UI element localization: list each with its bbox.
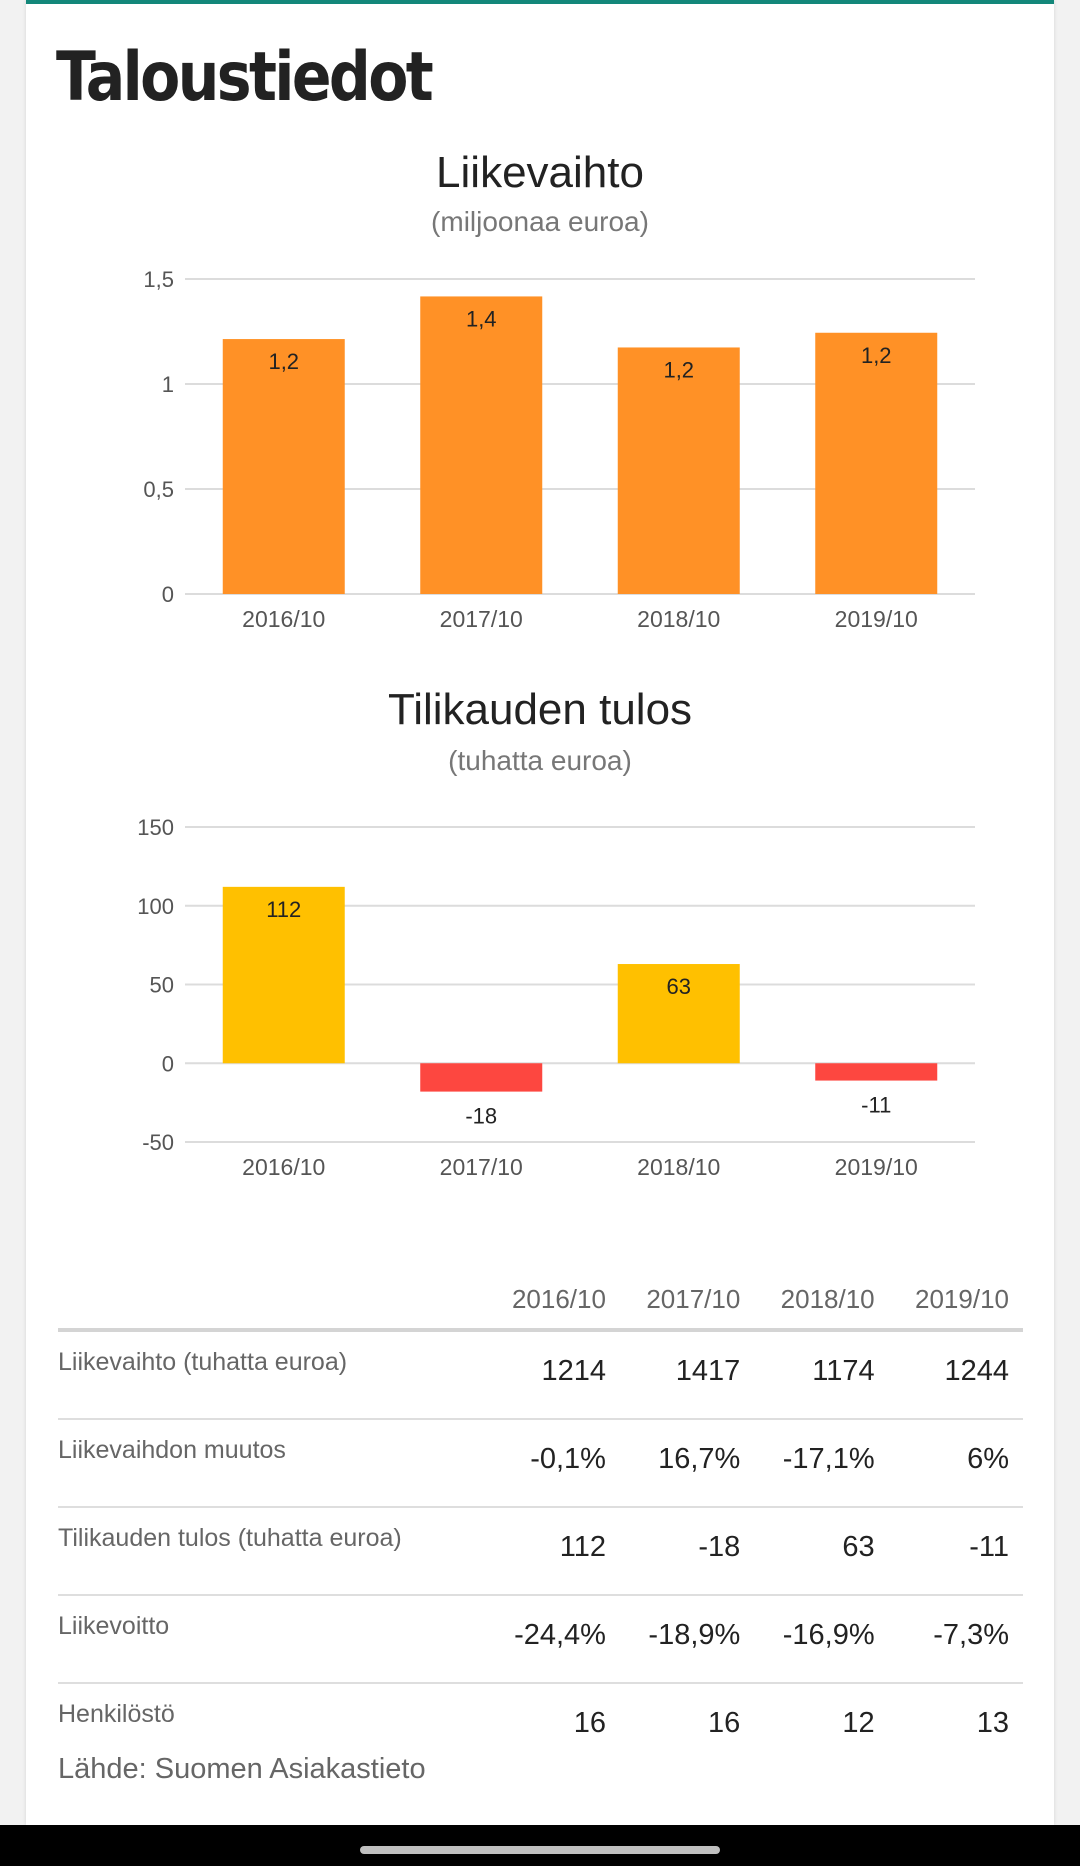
x-axis: 2016/10 2017/10 2018/10 2019/10	[242, 1154, 918, 1180]
data-label: -11	[861, 1093, 891, 1118]
table-cell: 1417	[619, 1330, 755, 1420]
row-label: Liikevoitto	[58, 1595, 486, 1684]
table-row: Henkilöstö 16 16 12 13	[58, 1683, 1023, 1770]
row-label: Liikevaihto (tuhatta euroa)	[58, 1330, 486, 1420]
x-tick-label: 2017/10	[440, 1154, 523, 1180]
y-tick-label: 0	[162, 1051, 174, 1076]
bar	[815, 332, 938, 594]
table-corner	[58, 1270, 486, 1332]
x-tick-label: 2019/10	[835, 1154, 918, 1180]
data-label: 1,4	[466, 306, 497, 331]
bar	[420, 1063, 543, 1092]
y-axis: -50 0 50 100 150	[137, 815, 174, 1155]
data-label: 63	[667, 974, 691, 999]
table-cell: 1214	[485, 1330, 620, 1420]
table-cell: 16	[708, 1706, 741, 1739]
table-row: Liikevoitto -24,4% -18,9% -16,9% -7,3%	[58, 1595, 1023, 1684]
table-row: Liikevaihto (tuhatta euroa) 1214 1417 11…	[58, 1330, 1023, 1420]
column-header: 2016/10	[485, 1270, 620, 1332]
data-label: 112	[266, 897, 301, 922]
x-tick-label: 2019/10	[835, 606, 918, 632]
y-tick-label: 0	[162, 582, 174, 607]
table-cell: 1174	[754, 1330, 889, 1420]
chart-bars: 112 -18 63 -11	[222, 886, 938, 1129]
bar	[222, 339, 345, 594]
table-header-row: 2016/10 2017/10 2018/10 2019/10	[58, 1270, 1023, 1332]
y-tick-label: 0,5	[143, 477, 174, 502]
table-cell: -16,9%	[754, 1595, 889, 1684]
y-tick-label: -50	[142, 1130, 174, 1155]
table-row: Liikevaihdon muutos -0,1% 16,7% -17,1% 6…	[58, 1419, 1023, 1508]
financials-table: 2016/10 2017/10 2018/10 2019/10 Liikevai…	[58, 1270, 1023, 1770]
revenue-chart: Liikevaihto (miljoonaa euroa) 0 0,5 1 1,5 1…	[143, 148, 975, 632]
column-header: 2019/10	[888, 1270, 1023, 1332]
table-cell: 16,7%	[619, 1419, 755, 1508]
x-tick-label: 2017/10	[440, 606, 523, 632]
table-cell: -24,4%	[485, 1595, 620, 1684]
chart-title: Liikevaihto	[436, 148, 644, 197]
row-label: Tilikauden tulos (tuhatta euroa)	[58, 1507, 486, 1596]
table-cell: -18,9%	[619, 1595, 755, 1684]
bar	[420, 296, 543, 594]
table-cell: 13	[976, 1706, 1009, 1739]
table-cell: -0,1%	[485, 1419, 620, 1508]
table-cell: 112	[485, 1507, 620, 1596]
page-title: Taloustiedot	[56, 38, 434, 117]
column-header: 2017/10	[619, 1270, 755, 1332]
table-cell: -18	[619, 1507, 755, 1596]
chart-subtitle: (miljoonaa euroa)	[431, 206, 649, 237]
y-tick-label: 50	[150, 973, 174, 998]
data-label: 1,2	[663, 357, 694, 382]
table-cell: 12	[842, 1706, 875, 1739]
y-axis: 0 0,5 1 1,5	[143, 267, 174, 607]
table-cell: 6%	[888, 1419, 1023, 1508]
system-navigation-bar	[0, 1825, 1080, 1866]
bar	[815, 1063, 938, 1081]
x-tick-label: 2016/10	[242, 1154, 325, 1180]
x-tick-label: 2018/10	[637, 1154, 720, 1180]
table-row: Tilikauden tulos (tuhatta euroa) 112 -18…	[58, 1507, 1023, 1596]
data-label: -18	[465, 1104, 497, 1129]
table-cell: -7,3%	[888, 1595, 1023, 1684]
x-tick-label: 2018/10	[637, 606, 720, 632]
x-tick-label: 2016/10	[242, 606, 325, 632]
table-cell: 63	[754, 1507, 889, 1596]
chart-bars: 1,2 1,4 1,2 1,2	[222, 296, 938, 594]
y-tick-label: 100	[137, 894, 174, 919]
accent-top-border	[26, 0, 1054, 4]
data-label: 1,2	[861, 343, 892, 368]
bar	[617, 964, 740, 1064]
x-axis: 2016/10 2017/10 2018/10 2019/10	[242, 606, 918, 632]
bar	[617, 347, 740, 594]
table-cell: -11	[888, 1507, 1023, 1596]
table-cell: 1244	[888, 1330, 1023, 1420]
table-cell: -17,1%	[754, 1419, 889, 1508]
financials-card: Taloustiedot Liikevaihto (miljoonaa euro…	[26, 0, 1054, 1825]
data-label: 1,2	[268, 349, 299, 374]
bar	[222, 886, 345, 1064]
table-cell: 16	[573, 1706, 606, 1739]
row-label: Liikevaihdon muutos	[58, 1419, 486, 1508]
row-label: Henkilöstö	[58, 1700, 175, 1728]
y-tick-label: 1,5	[143, 267, 174, 292]
y-tick-label: 1	[162, 372, 174, 397]
net-result-chart: Tilikauden tulos (tuhatta euroa) -50 0 50 1…	[137, 688, 975, 1180]
chart-subtitle: (tuhatta euroa)	[448, 745, 632, 776]
chart-title: Tilikauden tulos	[388, 688, 692, 734]
source-note: Lähde: Suomen Asiakastieto	[58, 1753, 426, 1785]
y-tick-label: 150	[137, 815, 174, 840]
home-gesture-handle[interactable]	[360, 1846, 720, 1854]
column-header: 2018/10	[754, 1270, 889, 1332]
